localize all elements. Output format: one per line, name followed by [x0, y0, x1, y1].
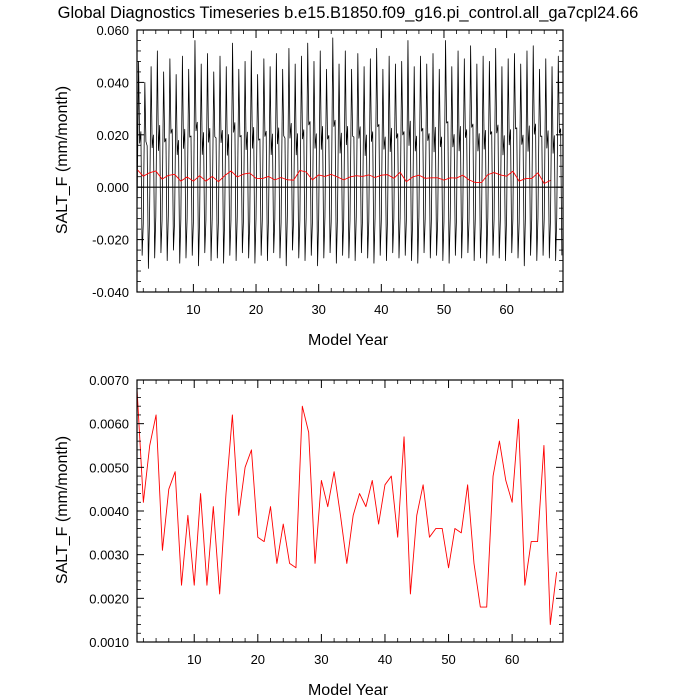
top-ytick-label: 0.000 [96, 180, 129, 195]
bottom-ytick-label: 0.0050 [89, 460, 129, 475]
bottom-ytick-label: 0.0010 [89, 635, 129, 650]
bottom-chart-ylabel: SALT_F (mm/month) [54, 436, 71, 584]
bottom-ytick-label: 0.0040 [89, 504, 129, 519]
top-ytick-label: 0.040 [96, 75, 129, 90]
top-xtick-label: 30 [311, 302, 325, 317]
bottom-ytick-label: 0.0020 [89, 591, 129, 606]
top-ytick-label: 0.020 [96, 128, 129, 143]
bottom-xtick-label: 20 [251, 652, 265, 667]
top-xtick-label: 40 [374, 302, 388, 317]
top-plot-frame [136, 29, 564, 293]
page-title: Global Diagnostics Timeseries b.e15.B185… [58, 4, 639, 22]
top-series-1-line [136, 169, 551, 184]
bottom-xtick-label: 40 [378, 652, 392, 667]
top-chart-xlabel: Model Year [308, 332, 389, 349]
bottom-xtick-label: 60 [505, 652, 519, 667]
top-chart-ylabel: SALT_F (mm/month) [54, 86, 71, 234]
top-xtick-label: 60 [499, 302, 513, 317]
top-ytick-label: -0.040 [92, 285, 129, 300]
bottom-chart-xlabel: Model Year [308, 682, 389, 699]
bottom-plot-frame [136, 379, 564, 643]
bottom-xtick-label: 50 [441, 652, 455, 667]
top-chart: SALT_F (mm/month) Model Year -0.040 -0.02… [54, 23, 564, 349]
top-ytick-label: -0.020 [92, 233, 129, 248]
bottom-ytick-label: 0.0060 [89, 417, 129, 432]
bottom-chart: SALT_F (mm/month) Model Year 0.0010 0.002… [54, 373, 564, 699]
bottom-xtick-label: 10 [187, 652, 201, 667]
bottom-series-0-line [136, 388, 558, 625]
bottom-xtick-label: 30 [314, 652, 328, 667]
top-xtick-label: 20 [249, 302, 263, 317]
top-xtick-label: 10 [186, 302, 200, 317]
bottom-ytick-label: 0.0030 [89, 548, 129, 563]
top-ytick-label: 0.060 [96, 23, 129, 38]
top-xtick-label: 50 [437, 302, 451, 317]
top-series-0-line [136, 37, 563, 269]
bottom-ytick-label: 0.0070 [89, 373, 129, 388]
